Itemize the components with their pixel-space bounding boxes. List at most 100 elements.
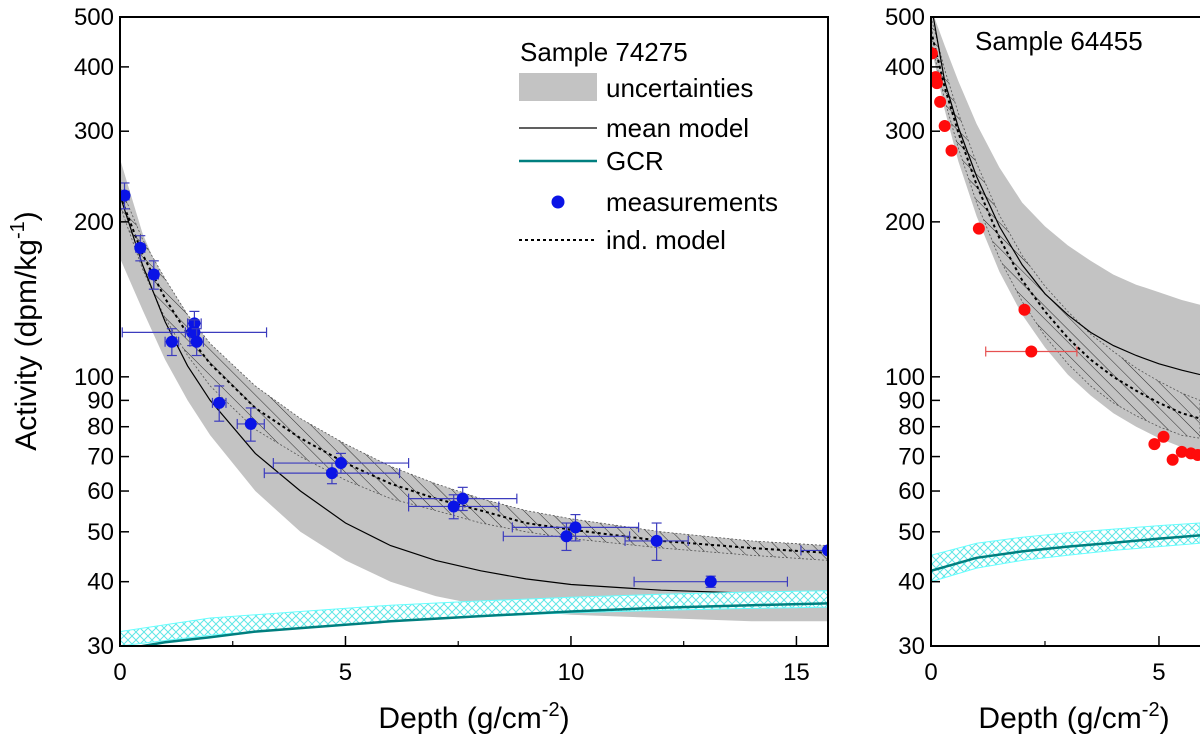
y-tick-label-64455: 500: [885, 4, 925, 31]
y-axis-title: Activity (dpm/kg-1): [7, 211, 43, 451]
data-point-74275: [134, 235, 147, 262]
data-point-64455: [972, 222, 985, 235]
y-tick-label-64455: 80: [898, 414, 925, 441]
x-tick-label-64455: 0: [924, 659, 937, 686]
band-ind-model-uncertainty-74275: [120, 185, 828, 561]
y-tick-label-74275: 80: [87, 414, 114, 441]
marker-74275: [334, 457, 347, 470]
marker-74275: [822, 544, 828, 557]
data-point-64455: [1018, 303, 1031, 316]
marker-74275: [325, 467, 338, 480]
data-point-64455: [931, 77, 943, 90]
marker-74275: [134, 241, 147, 254]
data-point-64455: [1148, 438, 1161, 451]
y-tick-label-64455: 200: [885, 209, 925, 236]
marker-64455: [972, 222, 985, 235]
marker-74275: [190, 335, 203, 348]
data-point-74275: [121, 319, 268, 347]
y-tick-label-74275: 70: [87, 444, 114, 471]
plot-frame-74275: [119, 16, 829, 647]
legend: Sample 74275 uncertainties mean model GC…: [519, 37, 778, 255]
data-point-64455: [1157, 430, 1170, 443]
y-tick-label-64455: 400: [885, 54, 925, 81]
marker-74275: [704, 575, 717, 588]
marker-74275: [447, 500, 460, 513]
y-tick-label-74275: 50: [87, 519, 114, 546]
band-uncertainties-74275: [120, 158, 828, 622]
x-tick-label-74275: 10: [558, 659, 585, 686]
legend-label-uncertainties: uncertainties: [606, 73, 753, 103]
data-point-74275: [511, 513, 640, 542]
data-point-74275: [263, 462, 401, 485]
data-point-64455: [1166, 453, 1179, 466]
data-point-74275: [189, 328, 205, 357]
y-tick-label-74275: 300: [74, 118, 114, 145]
y-tick-label-64455: 300: [885, 118, 925, 145]
y-tick-label-64455: 40: [898, 569, 925, 596]
y-tick-label-74275: 400: [74, 54, 114, 81]
marker-64455: [945, 144, 958, 157]
plot-frame-64455: [930, 16, 1200, 647]
marker-64455: [934, 95, 947, 108]
data-point-74275: [272, 452, 410, 474]
marker-64455: [1191, 448, 1200, 461]
line-gcr-64455: [931, 534, 1200, 573]
x-tick-label-64455: 5: [1152, 659, 1165, 686]
marker-64455: [1157, 430, 1170, 443]
legend-title: Sample 74275: [520, 37, 688, 67]
legend-label-measurements: measurements: [606, 187, 778, 217]
x-axis-title-74275: Depth (g/cm-2): [378, 699, 569, 735]
marker-74275: [456, 492, 469, 505]
line-gcr-74275: [135, 602, 828, 646]
marker-64455: [1018, 303, 1031, 316]
legend-swatch-uncertainties: [519, 73, 597, 101]
band-uncertainties-64455: [931, 17, 1200, 451]
marker-74275: [213, 396, 226, 409]
y-tick-label-74275: 90: [87, 387, 114, 414]
legend-swatch-measurements: [551, 195, 565, 209]
x-tick-label-74275: 0: [113, 659, 126, 686]
data-point-74275: [633, 575, 789, 588]
y-tick-label-64455: 100: [885, 364, 925, 391]
y-tick-label-74275: 200: [74, 209, 114, 236]
y-tick-label-64455: 50: [898, 519, 925, 546]
line-mean-model-64455: [932, 17, 1200, 376]
marker-64455: [931, 47, 938, 60]
x-axis-title-64455: Depth (g/cm-2): [978, 699, 1169, 735]
data-point-74275: [120, 182, 131, 210]
x-tick-label-74275: 5: [339, 659, 352, 686]
marker-74275: [244, 417, 257, 430]
data-point-64455: [934, 95, 947, 108]
marker-64455: [938, 120, 951, 133]
data-point-74275: [408, 486, 518, 512]
y-tick-label-64455: 60: [898, 478, 925, 505]
band-ind-model-uncertainty-64455: [931, 17, 1200, 439]
marker-74275: [165, 335, 178, 348]
y-tick-label-64455: 90: [898, 387, 925, 414]
data-point-74275: [147, 260, 160, 290]
data-point-74275: [800, 544, 828, 557]
legend-label-mean-model: mean model: [606, 113, 749, 143]
marker-74275: [560, 530, 573, 543]
y-tick-label-74275: 60: [87, 478, 114, 505]
marker-74275: [188, 326, 201, 339]
y-tick-label-64455: 70: [898, 444, 925, 471]
data-point-64455: [1175, 445, 1188, 458]
marker-64455: [1166, 453, 1179, 466]
data-point-64455: [938, 120, 951, 133]
marker-74275: [147, 268, 160, 281]
data-point-74275: [211, 385, 227, 422]
marker-64455: [1175, 445, 1188, 458]
x-tick-label-74275: 15: [783, 659, 810, 686]
y-tick-label-74275: 100: [74, 364, 114, 391]
data-point-74275: [624, 522, 689, 561]
data-point-74275: [408, 494, 500, 520]
data-point-74275: [164, 328, 180, 357]
plot-area-74275: [120, 158, 828, 646]
y-tick-label-64455: 30: [898, 633, 925, 660]
